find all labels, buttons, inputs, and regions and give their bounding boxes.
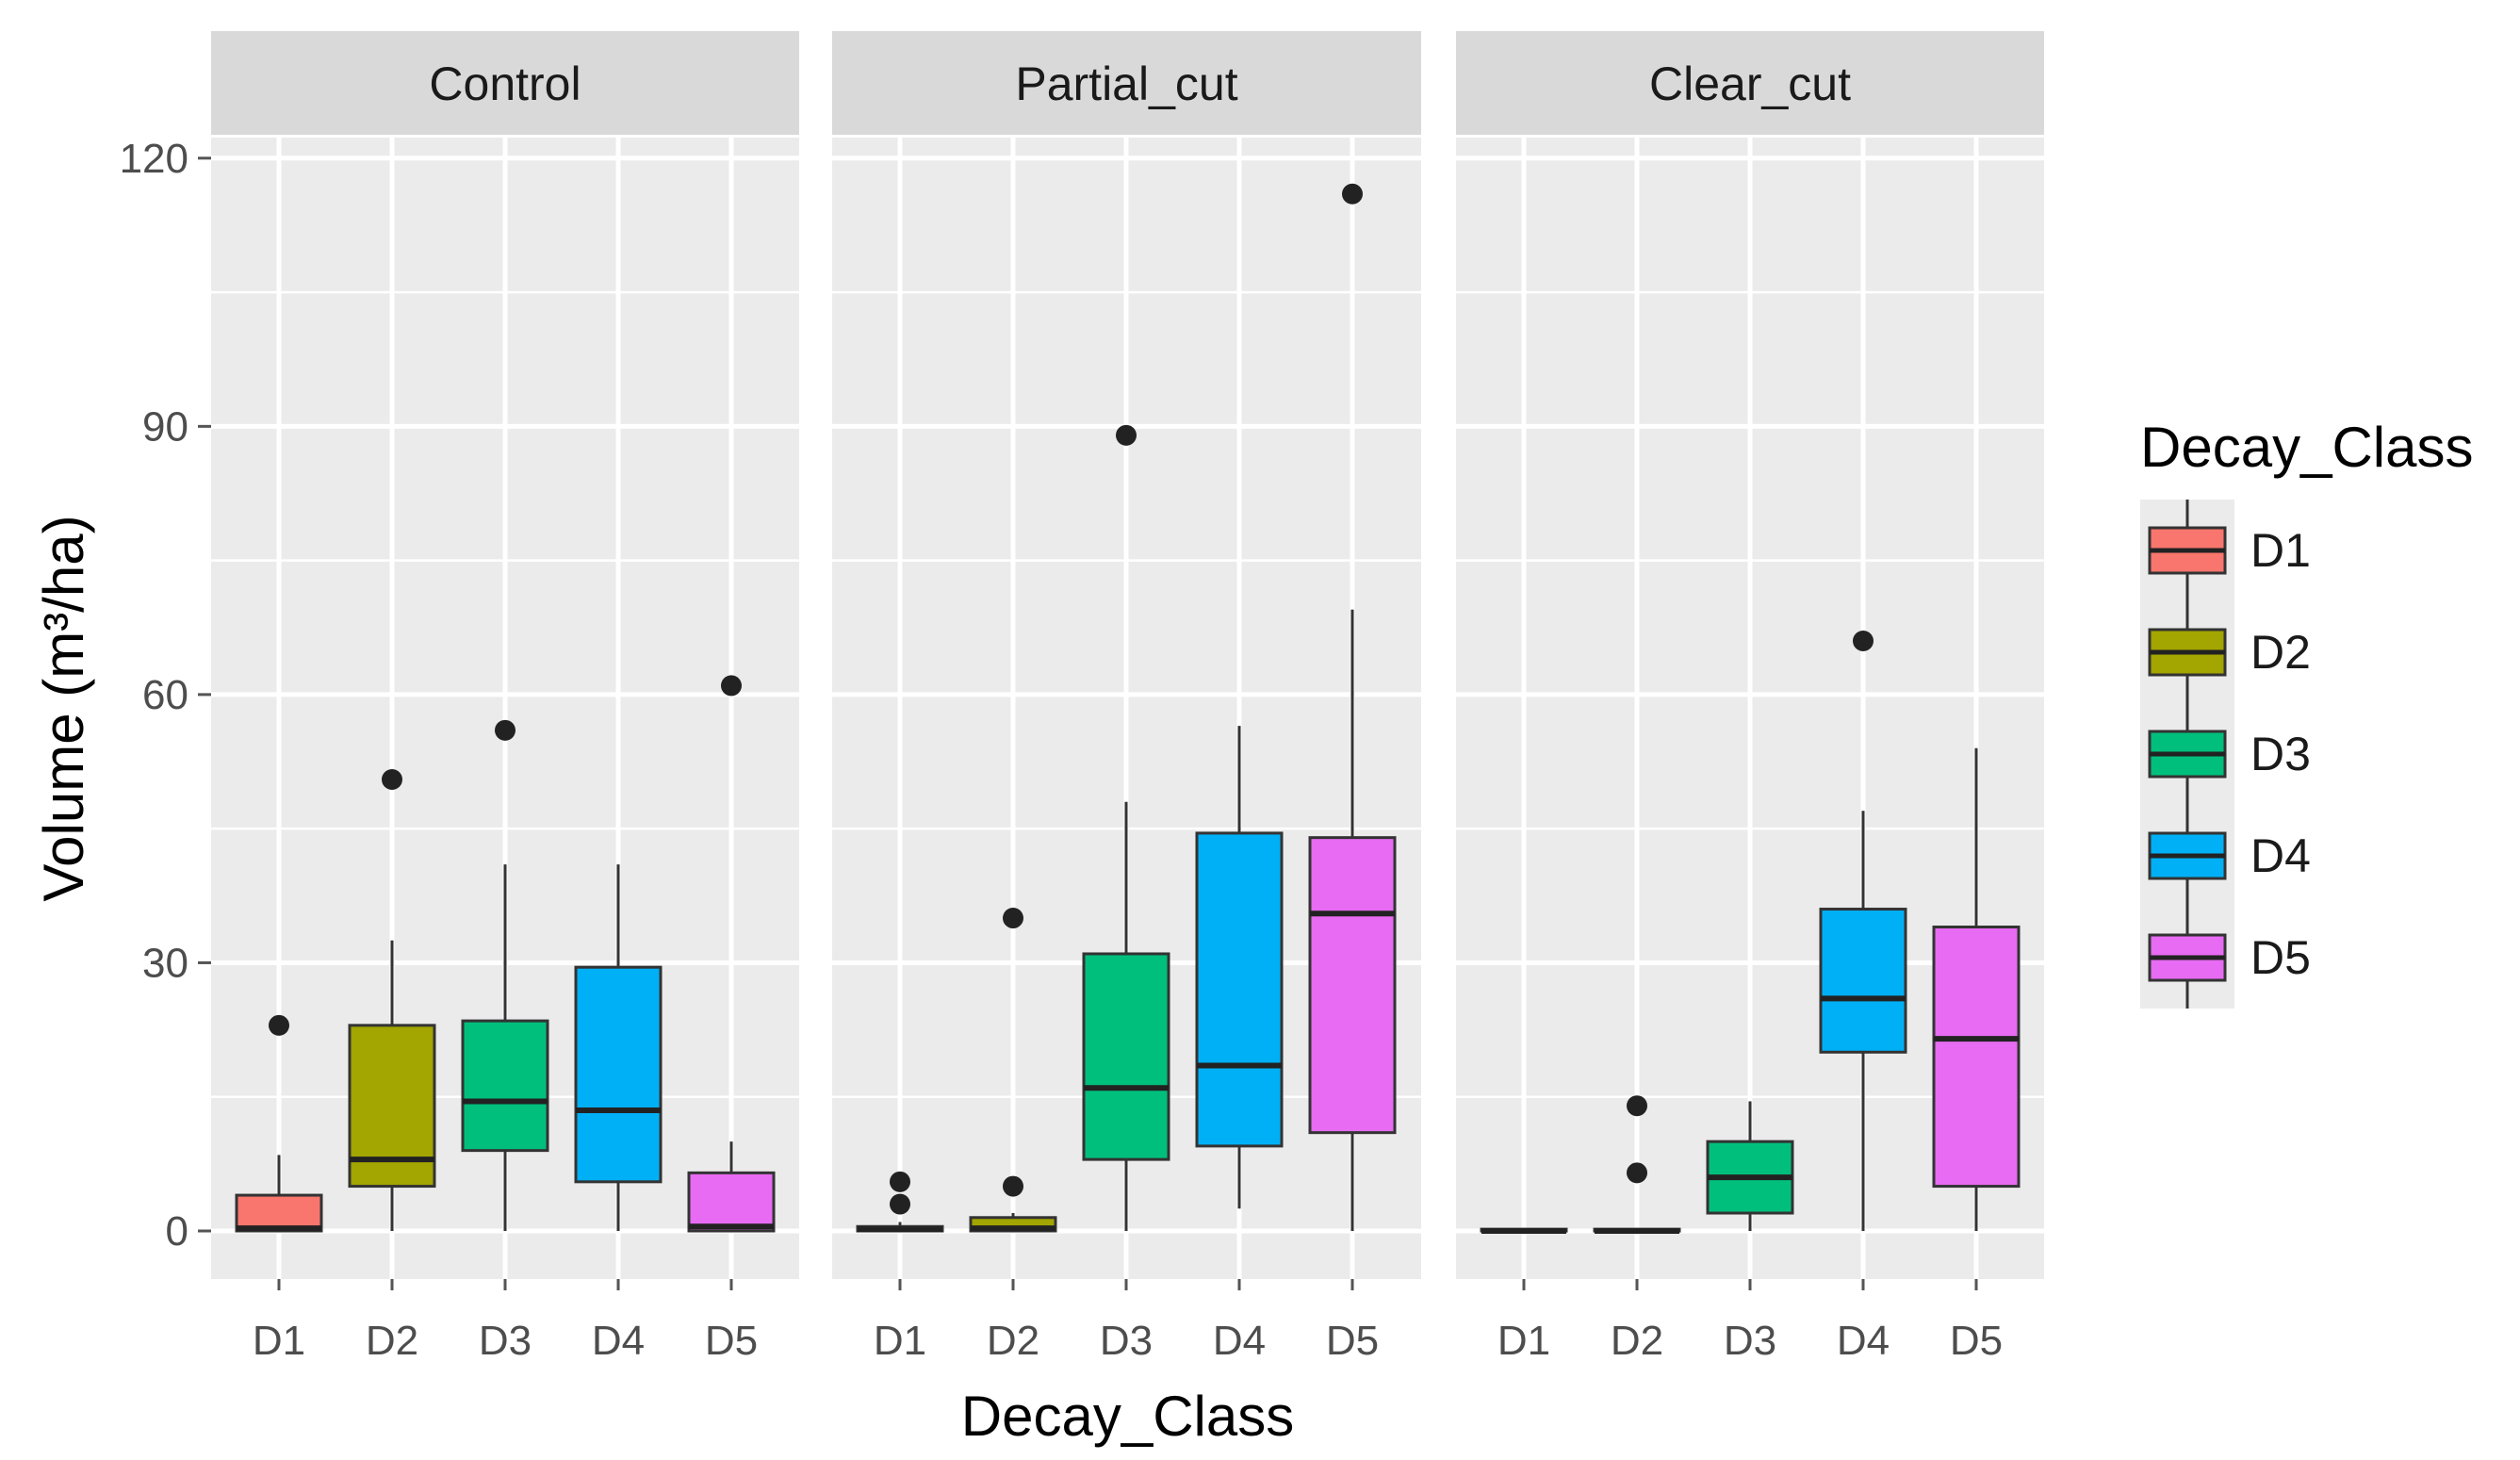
outlier-point	[382, 769, 402, 791]
box-clear-cut-d5	[1932, 747, 2021, 1231]
strip-background-partial-cut	[832, 31, 1421, 135]
outlier-point	[1116, 424, 1137, 446]
axes-layer: D1 D2 D3 D4 D5 D1 D2 D3 D4 D5 D1 D2 D3 D4 D5 0 30 60 90 120…	[32, 136, 2003, 1448]
box-rect	[1819, 908, 1907, 1054]
x-tick-label-control-d2: D2	[366, 1318, 418, 1364]
legend-item-d2: D2	[2140, 601, 2311, 703]
box-control-d4	[574, 864, 663, 1231]
legend-label-d5: D5	[2250, 931, 2311, 984]
box-rect	[687, 1171, 776, 1233]
x-tick-label-clear-cut-d4: D4	[1837, 1318, 1890, 1364]
x-tick-label-clear-cut-d5: D5	[1950, 1318, 2003, 1364]
x-axis-title: Decay_Class	[961, 1385, 1294, 1448]
box-clear-cut-d4	[1819, 630, 1907, 1231]
outlier-point	[1627, 1095, 1647, 1117]
x-tick-label-clear-cut-d3: D3	[1724, 1318, 1776, 1364]
box-rect	[1932, 926, 2021, 1189]
legend-item-d4: D4	[2140, 805, 2311, 907]
box-control-d1	[235, 1014, 323, 1233]
outlier-point	[1003, 908, 1023, 929]
box-rect	[1308, 836, 1397, 1135]
box-clear-cut-d3	[1706, 1101, 1794, 1231]
strip-background-control	[211, 31, 799, 135]
outlier-point	[1627, 1162, 1647, 1184]
box-rect	[1195, 831, 1284, 1148]
box-rect	[235, 1193, 323, 1233]
box-rect	[574, 965, 663, 1184]
x-tick-label-partial-cut-d4: D4	[1213, 1318, 1266, 1364]
box-partial-cut-d4	[1195, 726, 1284, 1209]
panel-clear-cut: Clear_cut	[1456, 31, 2044, 1279]
y-tick-label-60: 60	[142, 672, 188, 718]
box-clear-cut-d2	[1593, 1095, 1681, 1234]
x-tick-label-clear-cut-d2: D2	[1611, 1318, 1663, 1364]
x-tick-label-control-d5: D5	[705, 1318, 758, 1364]
box-partial-cut-d5	[1308, 183, 1397, 1231]
outlier-point	[721, 675, 742, 697]
legend-title: Decay_Class	[2140, 416, 2473, 479]
legend-label-d3: D3	[2250, 728, 2311, 780]
panel-control: Control	[211, 31, 799, 1279]
outlier-point	[890, 1193, 910, 1215]
outlier-point	[495, 719, 515, 741]
outlier-point	[1853, 630, 1874, 651]
strip-label-clear-cut: Clear_cut	[1649, 57, 1851, 110]
box-rect	[1082, 952, 1170, 1161]
legend-item-d1: D1	[2140, 500, 2311, 601]
legend-label-d1: D1	[2250, 524, 2311, 577]
x-tick-label-control-d3: D3	[479, 1318, 532, 1364]
y-tick-label-0: 0	[166, 1208, 188, 1255]
box-control-d3	[461, 719, 549, 1231]
y-tick-label-120: 120	[120, 136, 188, 182]
legend-item-d3: D3	[2140, 703, 2311, 805]
x-tick-label-partial-cut-d5: D5	[1326, 1318, 1379, 1364]
y-tick-label-90: 90	[142, 403, 188, 450]
x-tick-label-control-d4: D4	[592, 1318, 645, 1364]
x-tick-label-control-d1: D1	[253, 1318, 305, 1364]
box-partial-cut-d1	[856, 1171, 944, 1233]
legend-item-d5: D5	[2140, 907, 2311, 1009]
y-axis-title: Volume (m³/ha)	[32, 515, 95, 901]
x-tick-label-partial-cut-d2: D2	[987, 1318, 1039, 1364]
box-control-d2	[348, 769, 436, 1231]
x-tick-label-partial-cut-d3: D3	[1100, 1318, 1153, 1364]
legend-label-d2: D2	[2250, 626, 2311, 679]
box-rect	[461, 1019, 549, 1153]
outlier-point	[269, 1014, 289, 1036]
outlier-point	[890, 1171, 910, 1192]
strip-background-clear-cut	[1456, 31, 2044, 135]
outlier-point	[1003, 1175, 1023, 1197]
outlier-point	[1342, 183, 1363, 205]
panel-partial-cut: Partial_cut	[832, 31, 1421, 1279]
box-partial-cut-d2	[969, 908, 1057, 1233]
box-partial-cut-d3	[1082, 424, 1170, 1231]
box-control-d5	[687, 675, 776, 1233]
strip-label-control: Control	[429, 57, 581, 110]
legend-label-d4: D4	[2250, 829, 2311, 882]
x-tick-label-clear-cut-d1: D1	[1497, 1318, 1550, 1364]
legend-layer: Decay_Class D1 D2 D3 D4 D5	[2140, 416, 2473, 1009]
box-clear-cut-d1	[1480, 1227, 1568, 1234]
y-tick-label-30: 30	[142, 940, 188, 986]
strip-label-partial-cut: Partial_cut	[1015, 57, 1237, 110]
x-tick-label-partial-cut-d1: D1	[874, 1318, 926, 1364]
panels-layer: Control Partial_cut Clear_cut	[211, 31, 2044, 1279]
